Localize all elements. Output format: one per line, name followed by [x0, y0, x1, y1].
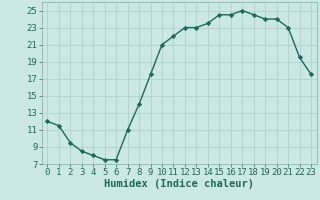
- X-axis label: Humidex (Indice chaleur): Humidex (Indice chaleur): [104, 179, 254, 189]
